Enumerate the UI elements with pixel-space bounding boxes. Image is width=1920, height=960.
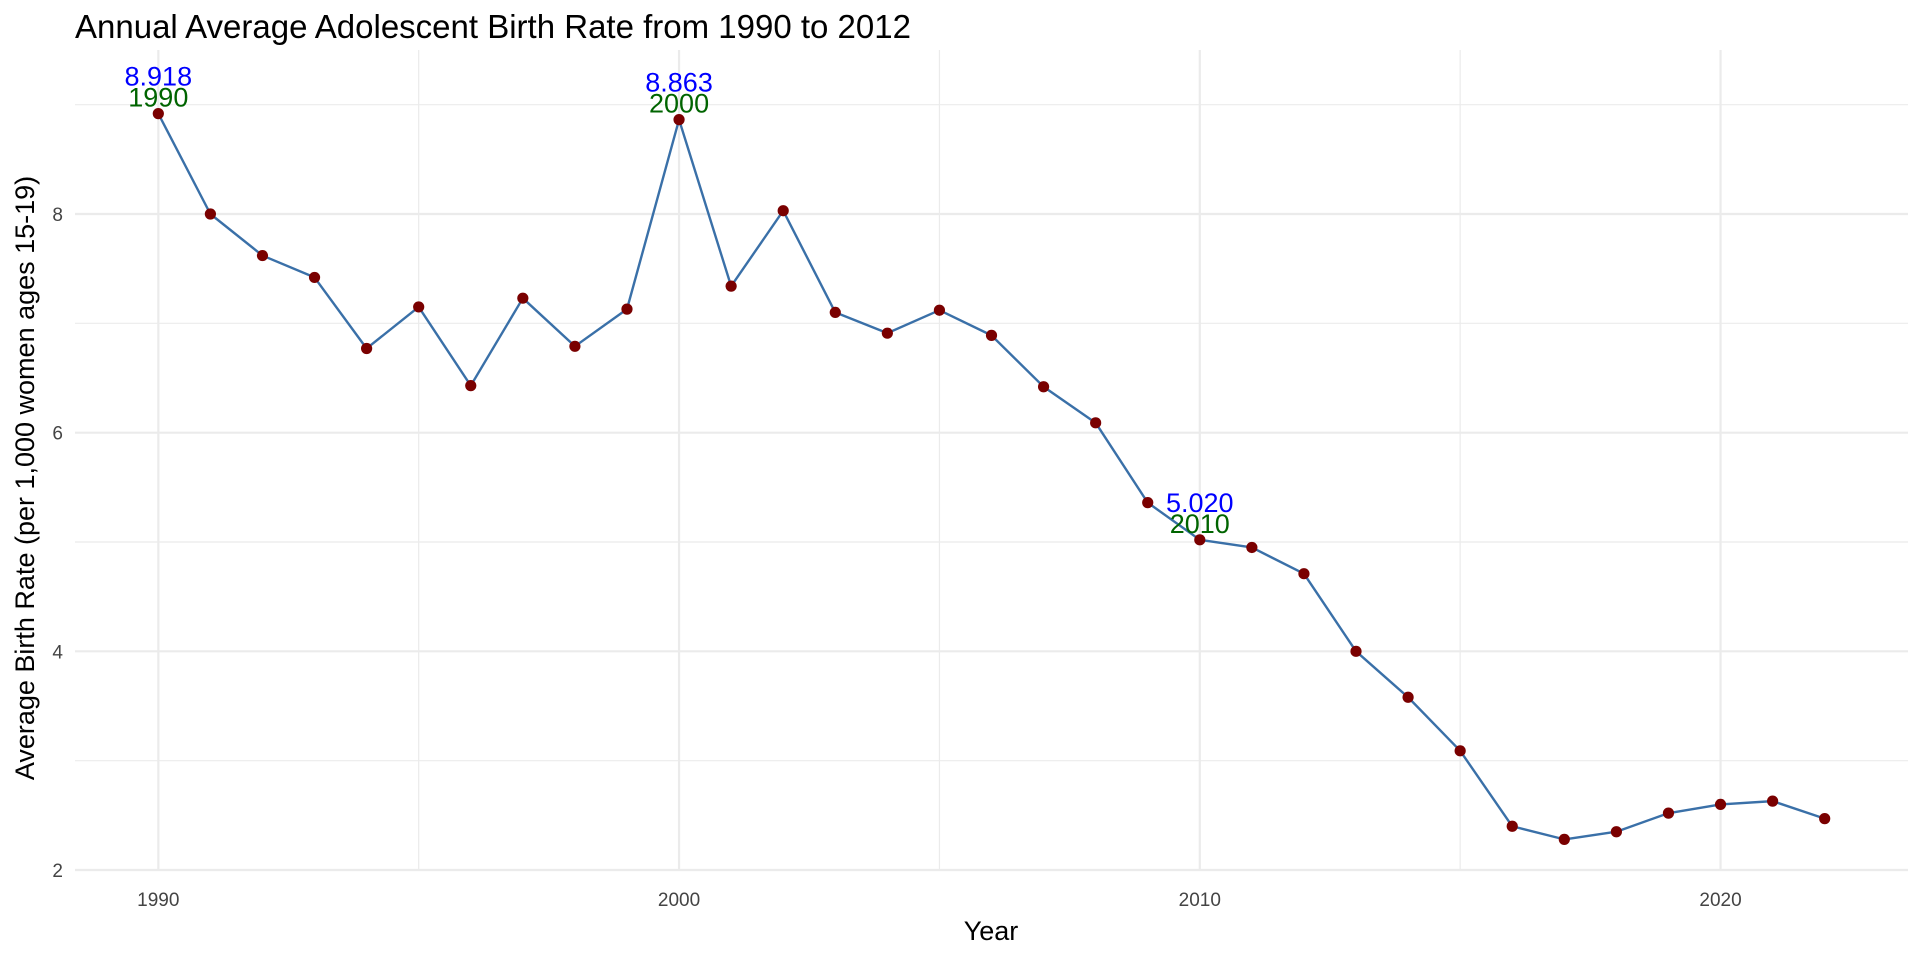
data-point: [1714, 798, 1727, 811]
tick-labels: 1990 2000 2010 2020 2 4 6 8: [52, 205, 1741, 911]
data-point: [413, 301, 425, 313]
y-tick-label: 2: [52, 861, 63, 882]
data-point: [725, 280, 737, 292]
data-point: [1610, 826, 1622, 838]
chart-title: Annual Average Adolescent Birth Rate fro…: [75, 8, 911, 45]
data-point: [777, 205, 789, 217]
data-point: [1819, 813, 1831, 825]
y-axis-title: Average Birth Rate (per 1,000 women ages…: [10, 176, 40, 780]
data-point: [881, 327, 893, 339]
y-tick-label: 6: [52, 424, 63, 445]
y-tick-label: 4: [52, 642, 63, 663]
data-point: [1350, 645, 1362, 657]
annotation-year-label: 2010: [1170, 509, 1230, 539]
grid-lines: [75, 50, 1908, 872]
data-point: [361, 342, 373, 355]
data-point: [1142, 497, 1154, 509]
data-point: [308, 271, 321, 284]
data-point: [1402, 691, 1414, 703]
data-point: [517, 292, 529, 304]
x-tick-label: 2010: [1179, 890, 1221, 911]
annotation-year-label: 1990: [128, 83, 188, 113]
data-point: [1194, 534, 1206, 546]
x-tick-label: 1990: [137, 890, 179, 911]
data-point: [1558, 833, 1570, 845]
data-point: [933, 304, 946, 316]
x-tick-label: 2020: [1699, 890, 1741, 911]
data-point: [569, 340, 581, 352]
data-point: [1090, 417, 1102, 429]
annotation-year-label: 2000: [649, 89, 709, 119]
data-point: [1506, 820, 1518, 832]
data-point: [1037, 381, 1050, 393]
data-point: [152, 108, 164, 120]
data-point: [465, 380, 477, 392]
data-point: [1246, 541, 1258, 554]
data-point: [985, 329, 998, 341]
annotation-value-label: 5.020: [1166, 488, 1234, 518]
x-tick-label: 2000: [658, 890, 700, 911]
data-point: [1767, 795, 1779, 807]
data-point: [829, 306, 841, 318]
annotation-value-label: 8.918: [125, 62, 193, 92]
data-point: [1298, 568, 1310, 580]
data-point: [1662, 807, 1675, 819]
data-point: [621, 303, 633, 315]
data-point: [1454, 745, 1466, 757]
data-point: [256, 249, 269, 262]
y-tick-label: 8: [52, 205, 63, 226]
data-point: [204, 208, 216, 220]
annotation-value-label: 8.863: [645, 68, 713, 98]
series-layer: [152, 108, 1831, 845]
x-axis-title: Year: [964, 916, 1019, 946]
data-point: [673, 114, 685, 126]
